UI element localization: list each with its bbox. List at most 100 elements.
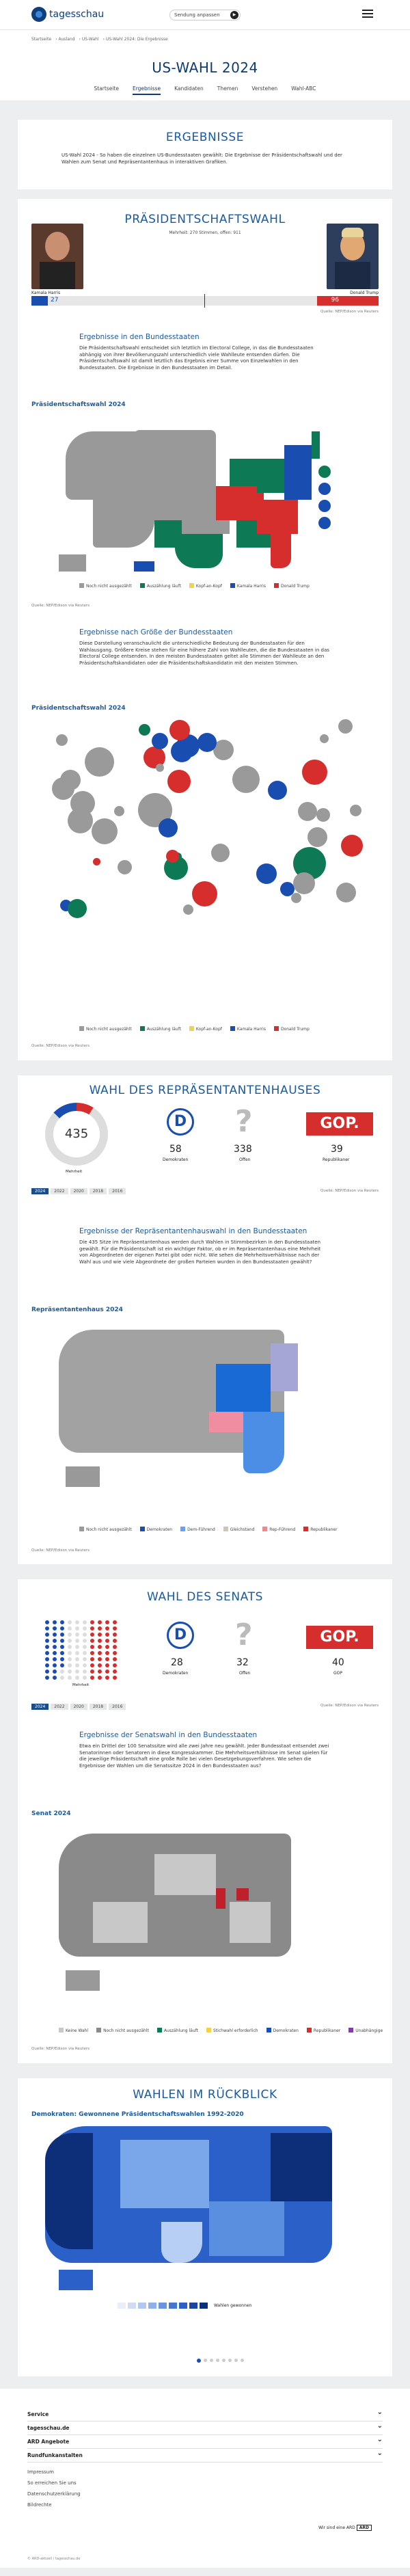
footer-item[interactable]: tagesschau.de bbox=[27, 2419, 383, 2435]
state-bubble[interactable] bbox=[268, 781, 287, 800]
seat-dot bbox=[60, 1633, 64, 1637]
tab-themen[interactable]: Themen bbox=[217, 85, 238, 92]
house-map[interactable] bbox=[52, 1323, 353, 1507]
breadcrumb-item[interactable]: Ausland bbox=[58, 37, 75, 42]
year-tab[interactable]: 2022 bbox=[51, 1188, 68, 1194]
size-label: Präsidentschaftswahl 2024 bbox=[31, 705, 126, 712]
tab-verstehen[interactable]: Verstehen bbox=[251, 85, 278, 92]
state-bubble[interactable] bbox=[139, 724, 150, 736]
senate-map[interactable] bbox=[52, 1827, 353, 2011]
state-bubble[interactable] bbox=[291, 893, 301, 903]
footer-item[interactable]: Service bbox=[27, 2406, 383, 2421]
tab-startseite[interactable]: Startseite bbox=[94, 85, 119, 92]
state-bubble[interactable] bbox=[293, 872, 315, 894]
size-title: Ergebnisse nach Größe der Bundesstaaten bbox=[79, 628, 233, 636]
seat-dot bbox=[68, 1657, 72, 1661]
state-bubble[interactable] bbox=[171, 740, 193, 762]
state-bubble[interactable] bbox=[114, 806, 124, 816]
year-tab[interactable]: 2020 bbox=[70, 1704, 87, 1710]
year-tab[interactable]: 2016 bbox=[109, 1704, 126, 1710]
footer-link[interactable]: Impressum bbox=[27, 2469, 54, 2475]
state-bubble[interactable] bbox=[197, 733, 217, 752]
state-bubble[interactable] bbox=[92, 818, 118, 844]
state-bubble[interactable] bbox=[60, 770, 81, 790]
logo-icon bbox=[31, 7, 46, 22]
state-bubble[interactable] bbox=[85, 747, 114, 777]
state-bubble[interactable] bbox=[213, 740, 234, 760]
legend-item: Noch nicht ausgezählt bbox=[79, 1527, 132, 1532]
footer-link[interactable]: Datenschutzerklärung bbox=[27, 2491, 81, 2497]
tab-ergebnisse[interactable]: Ergebnisse bbox=[132, 85, 161, 95]
listen-button[interactable]: Sendung anpassen ▶ bbox=[169, 10, 241, 21]
seat-dot bbox=[105, 1645, 109, 1649]
ard-logo[interactable]: ARD bbox=[356, 2525, 372, 2531]
seat-dot bbox=[60, 1645, 64, 1649]
president-section: PRÄSIDENTSCHAFTSWAHL Mehrheit: 270 Stimm… bbox=[18, 199, 392, 1060]
footer-link[interactable]: Bildrechte bbox=[27, 2502, 52, 2508]
state-bubble[interactable] bbox=[152, 733, 168, 749]
seat-dot bbox=[113, 1633, 117, 1637]
tagesschau-logo[interactable]: tagesschau bbox=[31, 7, 104, 22]
state-bubble[interactable] bbox=[316, 808, 330, 822]
seat-dot bbox=[90, 1663, 94, 1667]
state-bubble[interactable] bbox=[302, 760, 327, 785]
states-label: Präsidentschaftswahl 2024 bbox=[31, 401, 126, 408]
senate-open: 32 bbox=[236, 1657, 249, 1668]
state-bubble[interactable] bbox=[167, 770, 191, 793]
state-bubble[interactable] bbox=[211, 844, 230, 862]
breadcrumb-item[interactable]: Startseite bbox=[31, 37, 52, 42]
breadcrumb-item[interactable]: US-Wahl bbox=[81, 37, 99, 42]
state-bubble[interactable] bbox=[169, 720, 190, 740]
footer-item[interactable]: ARD Angebote bbox=[27, 2433, 383, 2449]
tab-kandidaten[interactable]: Kandidaten bbox=[174, 85, 204, 92]
state-bubble[interactable] bbox=[156, 764, 164, 772]
state-bubble[interactable] bbox=[192, 881, 217, 907]
state-bubble[interactable] bbox=[298, 802, 317, 821]
seat-dot bbox=[98, 1663, 102, 1667]
footer-item[interactable]: Rundfunkanstalten bbox=[27, 2447, 383, 2463]
state-bubble[interactable] bbox=[159, 818, 178, 837]
gop-icon: GOP. bbox=[306, 1112, 373, 1136]
state-bubble[interactable] bbox=[68, 899, 87, 918]
tab-wahl-abc[interactable]: Wahl-ABC bbox=[291, 85, 316, 92]
state-bubble[interactable] bbox=[336, 883, 356, 902]
state-bubble[interactable] bbox=[320, 734, 329, 743]
menu-icon[interactable] bbox=[362, 10, 373, 18]
senate-text: Etwa ein Drittel der 100 Senatssitze wir… bbox=[79, 1743, 329, 1769]
state-bubble[interactable] bbox=[280, 882, 295, 896]
bubble-map[interactable] bbox=[45, 719, 366, 924]
house-rep-label: Republikaner bbox=[323, 1157, 350, 1162]
state-bubble[interactable] bbox=[232, 766, 260, 793]
state-bubble[interactable] bbox=[256, 863, 277, 884]
state-bubble[interactable] bbox=[350, 805, 361, 816]
footer-link[interactable]: So erreichen Sie uns bbox=[27, 2480, 77, 2486]
state-bubble[interactable] bbox=[166, 850, 179, 863]
year-tab[interactable]: 2018 bbox=[89, 1704, 107, 1710]
state-bubble[interactable] bbox=[118, 860, 132, 874]
year-tab[interactable]: 2016 bbox=[109, 1188, 126, 1194]
trump-photo bbox=[327, 224, 379, 289]
seat-dot bbox=[105, 1639, 109, 1643]
year-tab[interactable]: 2024 bbox=[31, 1704, 49, 1710]
state-bubble[interactable] bbox=[308, 827, 327, 847]
year-tab[interactable]: 2022 bbox=[51, 1704, 68, 1710]
year-tab[interactable]: 2024 bbox=[31, 1188, 49, 1194]
state-bubble[interactable] bbox=[183, 904, 193, 915]
us-results-map[interactable] bbox=[52, 418, 353, 582]
state-bubble[interactable] bbox=[338, 719, 353, 734]
state-bubble[interactable] bbox=[70, 791, 95, 816]
state-bubble[interactable] bbox=[56, 734, 68, 746]
state-bubble[interactable] bbox=[341, 835, 363, 857]
seat-dot bbox=[83, 1669, 87, 1674]
history-map[interactable] bbox=[45, 2126, 366, 2297]
house-dem: 58 bbox=[169, 1144, 182, 1155]
seat-dot bbox=[90, 1657, 94, 1661]
seat-dot bbox=[98, 1657, 102, 1661]
seat-dot bbox=[83, 1639, 87, 1643]
trump-bar bbox=[317, 296, 379, 306]
state-bubble[interactable] bbox=[93, 858, 100, 866]
seat-dot bbox=[68, 1620, 72, 1624]
year-tab[interactable]: 2020 bbox=[70, 1188, 87, 1194]
carousel-dots[interactable] bbox=[197, 2359, 244, 2363]
year-tab[interactable]: 2018 bbox=[89, 1188, 107, 1194]
